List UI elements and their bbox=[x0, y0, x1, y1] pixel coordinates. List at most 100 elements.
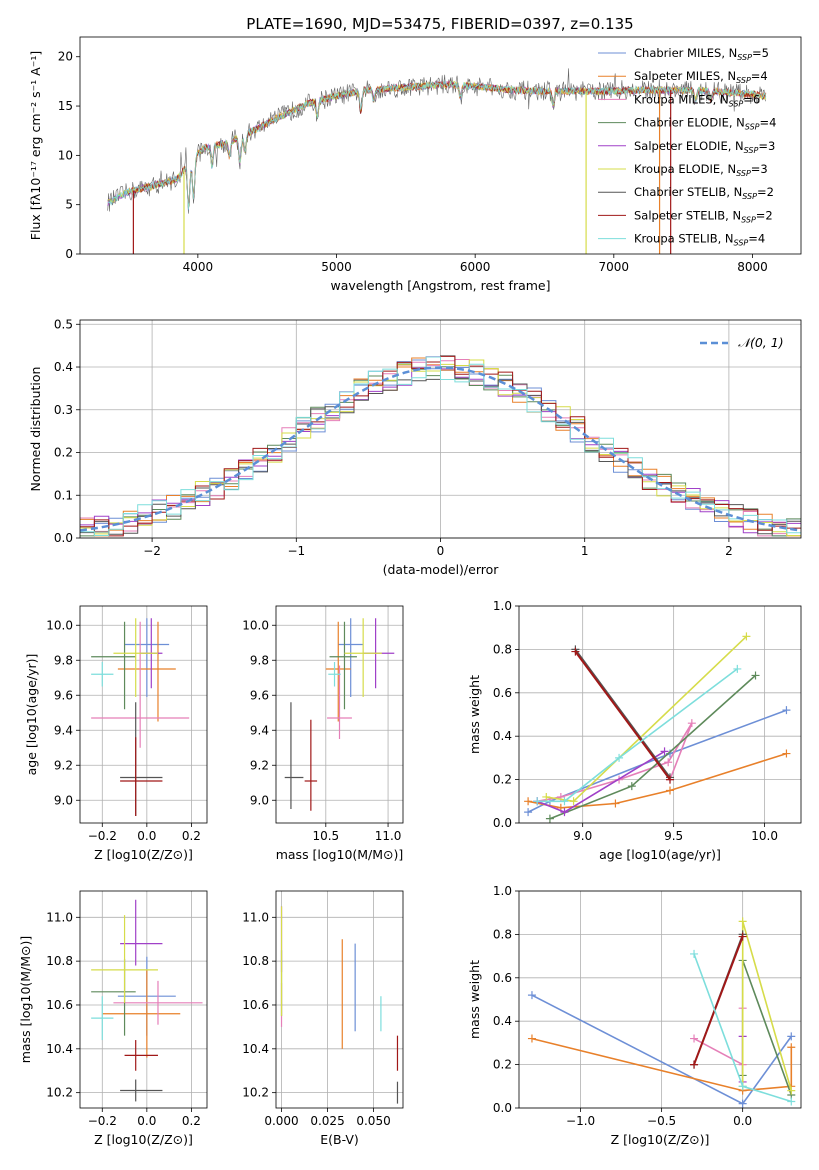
weight-marker-salp_miles bbox=[611, 799, 620, 808]
y-axis-label: mass weight bbox=[467, 675, 482, 754]
errorbar-chab_elodie bbox=[91, 621, 136, 710]
axes-residuals: −2 −1 0 1 2 0.0 0.1 0.2 0.3 0.4 0.5 (data-model)/er… bbox=[28, 317, 802, 577]
weight-marker-krou_elodie bbox=[569, 797, 578, 806]
plot-area bbox=[107, 68, 767, 254]
y-tick-label: 9.2 bbox=[54, 758, 73, 772]
weight-line-chab_elodie bbox=[741, 960, 793, 1096]
errorbar-chab_stelib bbox=[120, 702, 163, 816]
x-tick-label: 10.5 bbox=[312, 829, 339, 843]
y-tick-label: 9.2 bbox=[250, 758, 269, 772]
plot-area bbox=[284, 618, 395, 811]
errorbar-krou_elodie bbox=[113, 618, 158, 697]
weight-marker-chab_elodie bbox=[627, 782, 636, 791]
weight-line-krou_stelib bbox=[537, 668, 738, 803]
errorbar-krou_stelib bbox=[91, 996, 114, 1041]
x-tick-label: 0.0 bbox=[733, 1114, 752, 1128]
weight-line-salp_miles bbox=[531, 1037, 793, 1092]
y-tick-label: 0.5 bbox=[54, 317, 73, 331]
errorbar-salp_stelib bbox=[304, 719, 318, 811]
y-tick-label: 0.0 bbox=[493, 816, 512, 830]
plot-area bbox=[527, 917, 796, 1108]
y-tick-label: 0.2 bbox=[493, 773, 512, 787]
y-tick-label: 9.6 bbox=[250, 688, 269, 702]
y-axis-label: mass [log10(M/M⊙)] bbox=[18, 936, 33, 1064]
weight-marker-krou_stelib bbox=[533, 797, 542, 806]
legend-label-salp_miles: Salpeter MILES, NSSP=4 bbox=[634, 69, 768, 85]
plot-area bbox=[80, 355, 801, 537]
x-tick-label: 0.2 bbox=[182, 1114, 201, 1128]
errorbar-salp_miles bbox=[325, 621, 351, 722]
y-tick-label: 10.6 bbox=[242, 998, 269, 1012]
weight-line-krou_miles bbox=[537, 722, 693, 803]
axes-spectrum: 4000 5000 6000 7000 8000 0 5 10 15 20 wavelength [… bbox=[28, 36, 802, 293]
x-tick-label: −1.0 bbox=[566, 1114, 595, 1128]
x-axis-label: E(B-V) bbox=[320, 1132, 359, 1147]
axes-mass_vs_ebv: 0.000 0.025 0.050 10.2 10.4 10.6 10.8 11.0 E(B-V… bbox=[242, 890, 404, 1147]
errorbar-salp_miles bbox=[102, 969, 181, 1058]
weight-marker-salp_stelib bbox=[571, 647, 580, 656]
errorbar-krou_stelib bbox=[328, 662, 341, 687]
x-tick-label: 1 bbox=[581, 544, 589, 558]
spectrum-line-krou_stelib bbox=[107, 79, 767, 210]
weight-marker-krou_elodie bbox=[542, 792, 551, 801]
y-tick-label: 9.0 bbox=[54, 793, 73, 807]
errorbar-salp_miles bbox=[117, 621, 176, 722]
weight-marker-krou_stelib bbox=[738, 1082, 747, 1091]
x-tick-label: 6000 bbox=[460, 260, 491, 274]
y-tick-label: 10.2 bbox=[46, 1086, 73, 1100]
axes-frame bbox=[518, 605, 802, 824]
weight-line-chab_elodie bbox=[549, 674, 757, 820]
y-tick-label: 0.2 bbox=[54, 446, 73, 460]
axes-mass_vs_Z: −0.2 0.0 0.2 10.2 10.4 10.6 10.8 11.0 Z [log10(Z… bbox=[18, 890, 208, 1147]
y-tick-label: 9.4 bbox=[250, 723, 269, 737]
plot-area bbox=[91, 899, 203, 1102]
weight-marker-salp_miles bbox=[666, 786, 675, 795]
errorbar-chab_miles bbox=[124, 618, 170, 697]
y-tick-label: 9.8 bbox=[250, 653, 269, 667]
legend-label-chab_miles: Chabrier MILES, NSSP=5 bbox=[634, 46, 769, 62]
weight-line-salp_stelib bbox=[574, 651, 671, 781]
x-tick-label: 0.0 bbox=[137, 1114, 156, 1128]
x-tick-label: 11.0 bbox=[375, 829, 402, 843]
errorbar-krou_miles bbox=[91, 621, 190, 748]
weight-marker-krou_elodie bbox=[738, 917, 747, 926]
legend-label-salp_stelib: Salpeter STELIB, NSSP=2 bbox=[634, 208, 773, 224]
errorbar-salp_stelib bbox=[124, 1040, 158, 1071]
weight-line-chab_stelib bbox=[574, 648, 671, 778]
weight-marker-krou_stelib bbox=[615, 753, 624, 762]
y-tick-label: 5 bbox=[65, 198, 73, 212]
weight-marker-salp_stelib bbox=[666, 775, 675, 784]
axes-frame bbox=[518, 890, 802, 1109]
axes-frame bbox=[79, 890, 208, 1109]
x-tick-label: −0.2 bbox=[88, 829, 117, 843]
y-tick-label: 10 bbox=[58, 148, 73, 162]
normal-curve bbox=[80, 366, 801, 532]
y-tick-label: 9.6 bbox=[54, 688, 73, 702]
x-axis-label: (data-model)/error bbox=[383, 562, 500, 577]
weight-marker-krou_miles bbox=[690, 1034, 699, 1043]
axes-weight_vs_Z: −1.0 −0.5 0.0 0.0 0.2 0.4 0.6 0.8 1.0 Z [log10(Z/… bbox=[467, 884, 802, 1147]
plot-area bbox=[91, 618, 190, 816]
x-tick-label: −0.2 bbox=[88, 1114, 117, 1128]
legend-label-salp_elodie: Salpeter ELODIE, NSSP=3 bbox=[634, 139, 775, 155]
y-tick-label: 0.2 bbox=[493, 1058, 512, 1072]
weight-marker-chab_elodie bbox=[751, 671, 760, 680]
weight-line-salp_stelib bbox=[693, 936, 744, 1065]
errorbar-salp_stelib bbox=[120, 737, 163, 816]
legend-label-chab_elodie: Chabrier ELODIE, NSSP=4 bbox=[634, 116, 776, 132]
x-tick-label: 9.0 bbox=[573, 829, 592, 843]
y-tick-label: 0.1 bbox=[54, 488, 73, 502]
y-tick-label: 20 bbox=[58, 50, 73, 64]
y-tick-label: 15 bbox=[58, 99, 73, 113]
weight-marker-chab_miles bbox=[527, 991, 536, 1000]
plot-area bbox=[524, 632, 791, 823]
weight-marker-chab_miles bbox=[524, 808, 533, 817]
y-tick-label: 0.4 bbox=[493, 729, 512, 743]
y-tick-label: 9.0 bbox=[250, 793, 269, 807]
errorbar-krou_miles bbox=[327, 665, 352, 739]
x-tick-label: 0.025 bbox=[310, 1114, 344, 1128]
y-tick-label: 1.0 bbox=[493, 599, 512, 613]
weight-marker-krou_stelib bbox=[787, 1097, 796, 1106]
errorbar-chab_stelib bbox=[120, 1079, 163, 1102]
x-tick-label: 5000 bbox=[321, 260, 352, 274]
